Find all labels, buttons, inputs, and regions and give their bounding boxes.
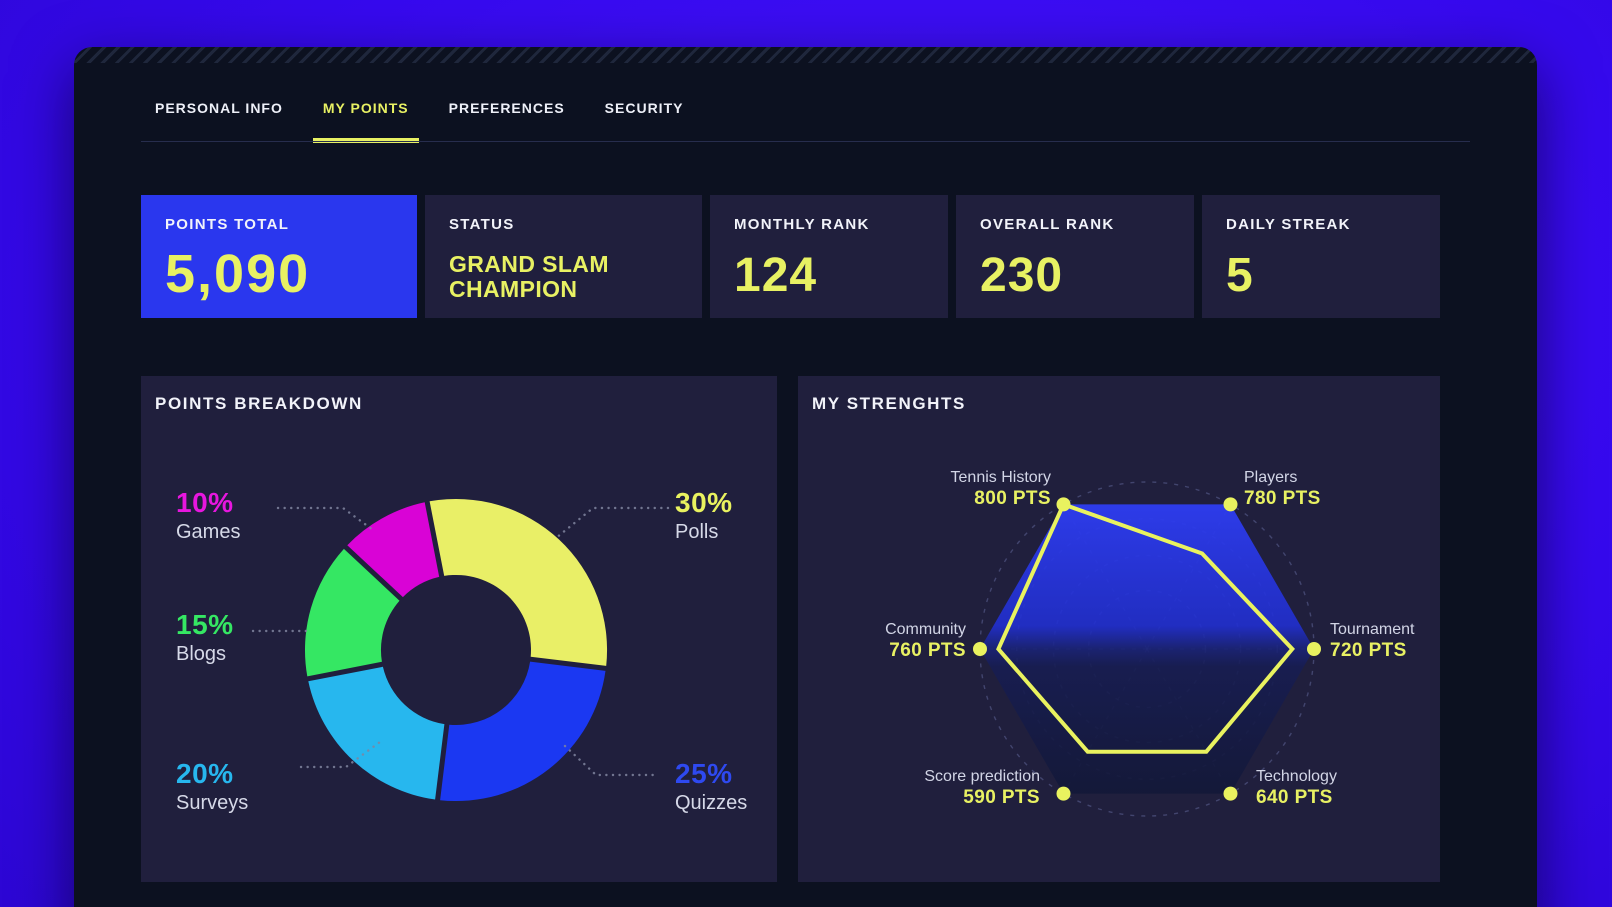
stat-card-value: 230 [980, 249, 1064, 302]
radar-label-players: Players 780 PTS [1244, 468, 1321, 510]
tab-bar: PERSONAL INFO MY POINTS PREFERENCES SECURIT… [155, 100, 683, 143]
active-tab-indicator [312, 138, 419, 143]
stat-card-status: STATUS GRAND SLAM CHAMPION [425, 195, 702, 318]
radar-label-category: Community [885, 621, 966, 638]
leader-line-quizzes [563, 744, 659, 777]
leader-line-polls [554, 506, 670, 540]
stat-card-value: 5 [1226, 249, 1254, 302]
radar-point-tournament [1307, 642, 1321, 656]
donut-label-surveys: 20% Surveys [176, 759, 248, 815]
radar-data-polygon [996, 501, 1295, 754]
tab-label: MY POINTS [322, 100, 409, 116]
donut-slice-surveys [308, 666, 445, 800]
radar-point-players [1223, 497, 1238, 512]
stat-card-monthly-rank: MONTHLY RANK 124 [710, 195, 948, 318]
radar-point-community [973, 642, 987, 656]
stat-card-label: POINTS TOTAL [165, 216, 290, 233]
donut-slice-quizzes [440, 661, 606, 802]
donut-label-category: Surveys [176, 792, 249, 814]
donut-slice-games [347, 502, 440, 598]
tab-bar-divider [141, 141, 1470, 142]
donut-label-percent: 20% [176, 758, 234, 789]
donut-slice-blogs [304, 548, 400, 677]
radar-label-community: Community 760 PTS [885, 620, 966, 662]
donut-label-percent: 30% [675, 487, 733, 518]
app-window: PERSONAL INFO MY POINTS PREFERENCES SECURIT… [74, 47, 1537, 907]
leader-line-surveys [299, 737, 386, 769]
tab-preferences[interactable]: PREFERENCES [449, 100, 565, 143]
donut-label-category: Games [176, 521, 241, 543]
radar-label-category: Tournament [1330, 621, 1415, 638]
stat-card-value: 5,090 [165, 244, 311, 304]
stat-card-points-total: POINTS TOTAL 5,090 [141, 195, 417, 318]
stat-card-daily-streak: DAILY STREAK 5 [1202, 195, 1440, 318]
donut-label-games: 10% Games [176, 488, 240, 544]
radar-point-tennis-history [1056, 497, 1071, 512]
radar-label-category: Tennis History [950, 469, 1051, 486]
radar-label-category: Players [1244, 469, 1298, 486]
stat-card-value: GRAND SLAM CHAMPION [449, 251, 609, 302]
donut-label-category: Polls [675, 521, 719, 543]
tab-label: SECURITY [604, 100, 684, 116]
radar-point-score-prediction [1056, 786, 1071, 801]
radar-label-category: Score prediction [924, 768, 1040, 785]
radar-label-tournament: Tournament 720 PTS [1330, 620, 1415, 662]
donut-slice-polls [429, 498, 608, 666]
radar-label-value: 720 PTS [1330, 640, 1407, 661]
radar-label-value: 590 PTS [963, 787, 1040, 808]
radar-label-value: 780 PTS [1244, 488, 1321, 509]
radar-label-value: 640 PTS [1256, 787, 1333, 808]
stat-card-label: DAILY STREAK [1226, 216, 1351, 233]
leader-line-games [276, 506, 375, 532]
donut-label-category: Blogs [176, 643, 227, 665]
radar-label-value: 760 PTS [889, 640, 966, 661]
stat-card-overall-rank: OVERALL RANK 230 [956, 195, 1194, 318]
stat-card-label: MONTHLY RANK [734, 216, 870, 233]
donut-label-percent: 25% [675, 758, 733, 789]
points-breakdown-title: POINTS BREAKDOWN [155, 394, 363, 413]
radar-label-score-prediction: Score prediction 590 PTS [924, 767, 1040, 809]
strengths-radar-chart [973, 481, 1321, 817]
donut-label-category: Quizzes [675, 792, 748, 814]
stat-card-label: OVERALL RANK [980, 216, 1115, 233]
stat-card-label: STATUS [449, 216, 515, 233]
radar-label-technology: Technology 640 PTS [1256, 767, 1337, 809]
points-breakdown-donut-chart [251, 498, 670, 802]
my-strengths-panel: MY STRENGHTS Tennis History 800 PTS Player… [798, 376, 1440, 882]
tab-label: PERSONAL INFO [155, 100, 283, 116]
radar-label-tennis-history: Tennis History 800 PTS [951, 468, 1051, 510]
stat-card-value: 124 [734, 249, 818, 302]
points-breakdown-panel: POINTS BREAKDOWN 10% Games 15% Blogs 20% Surv… [141, 376, 777, 882]
window-top-hatch-decoration [74, 47, 1537, 63]
radar-label-category: Technology [1256, 768, 1337, 785]
donut-label-blogs: 15% Blogs [176, 610, 234, 666]
donut-label-percent: 10% [176, 487, 234, 518]
donut-label-polls: 30% Polls [675, 488, 733, 544]
tab-my-points[interactable]: MY POINTS [312, 100, 419, 143]
tab-personal-info[interactable]: PERSONAL INFO [155, 100, 283, 143]
tab-security[interactable]: SECURITY [605, 100, 684, 143]
donut-label-quizzes: 25% Quizzes [675, 759, 747, 815]
my-strengths-title: MY STRENGHTS [812, 394, 966, 413]
stats-card-row: POINTS TOTAL 5,090 STATUS GRAND SLAM CHAMPI… [141, 195, 1440, 318]
radar-point-technology [1223, 786, 1238, 801]
radar-label-value: 800 PTS [974, 488, 1051, 509]
tab-label: PREFERENCES [448, 100, 565, 116]
donut-label-percent: 15% [176, 609, 234, 640]
